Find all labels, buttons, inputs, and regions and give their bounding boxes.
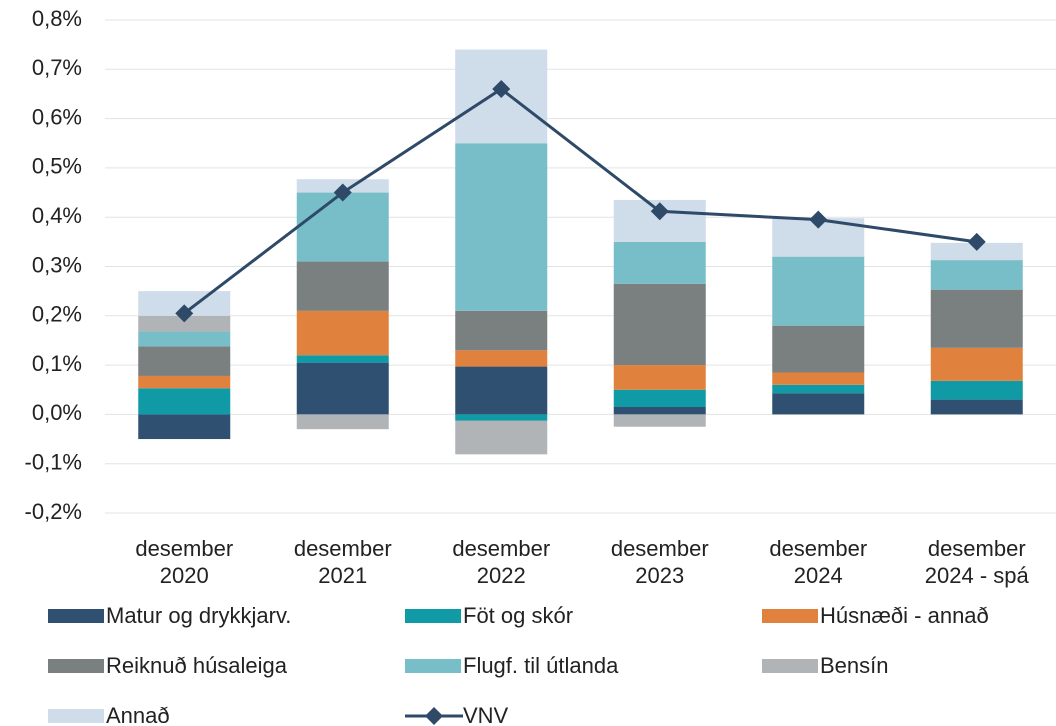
legend-swatch: [762, 609, 818, 623]
legend-line: [405, 707, 463, 725]
legend-label: Húsnæði - annað: [820, 603, 989, 628]
bar-segment: [930, 242, 1023, 261]
bar-segment: [772, 393, 865, 415]
legend-swatch: [405, 609, 461, 623]
bar-segment: [455, 350, 548, 367]
bar-segment: [613, 389, 706, 408]
bar-segment: [138, 331, 231, 347]
bar-segment: [138, 375, 231, 389]
bar-segment: [296, 355, 389, 363]
bar-segment: [930, 380, 1023, 400]
legend-label: Reiknuð húsaleiga: [106, 653, 288, 678]
legend-item: Húsnæði - annað: [762, 603, 989, 629]
legend-swatch: [405, 659, 461, 673]
legend-swatch: [762, 659, 818, 673]
legend-item: Flugf. til útlanda: [405, 653, 618, 679]
bar-segment: [296, 261, 389, 311]
bar-segment: [296, 414, 389, 430]
legend-label: Föt og skór: [463, 603, 574, 628]
legend-label: Matur og drykkjarv.: [106, 603, 292, 628]
legend-item: Annað: [48, 703, 170, 726]
bar-segment: [138, 346, 231, 376]
legend-label: Bensín: [820, 653, 889, 678]
bar-segment: [772, 372, 865, 385]
y-tick-label: 0,6%: [32, 104, 82, 129]
bar-segment: [930, 347, 1023, 381]
legend-item: Föt og skór: [405, 603, 573, 629]
x-tick-label: desember 2024 - spá: [924, 536, 1029, 588]
bar-segment: [138, 315, 231, 332]
bar-segment: [455, 414, 548, 421]
x-tick-label: desember 2022: [452, 536, 551, 588]
x-tick-label: desember 2020: [135, 536, 234, 588]
legend-item: Reiknuð húsaleiga: [48, 653, 287, 679]
legend-item: VNV: [405, 703, 508, 726]
bar-segment: [930, 399, 1023, 415]
line-marker: [650, 202, 669, 221]
bar-segment: [613, 414, 706, 427]
y-tick-label: 0,0%: [32, 400, 82, 425]
y-tick-label: 0,4%: [32, 203, 82, 228]
y-tick-label: -0,2%: [25, 499, 82, 524]
legend-swatch: [48, 709, 104, 723]
line-marker: [809, 210, 828, 229]
bar-segment: [772, 256, 865, 326]
bar-segment: [772, 384, 865, 394]
line-marker: [175, 304, 194, 323]
line-marker: [492, 80, 511, 99]
bar-segment: [613, 283, 706, 366]
bar-segment: [455, 310, 548, 351]
x-tick-label: desember 2021: [293, 536, 392, 588]
bar-segment: [455, 143, 548, 311]
bar-segment: [296, 192, 389, 262]
line-marker: [967, 232, 986, 251]
bar-segment: [930, 289, 1023, 348]
legend-swatch: [48, 659, 104, 673]
x-tick-label: desember 2023: [610, 536, 709, 588]
y-tick-label: 0,1%: [32, 351, 82, 376]
x-tick-label: desember 2024: [769, 536, 868, 588]
legend-item: Bensín: [762, 653, 889, 679]
y-tick-label: 0,3%: [32, 252, 82, 277]
y-tick-label: 0,5%: [32, 154, 82, 179]
legend-label: Annað: [106, 703, 170, 726]
bar-segment: [613, 241, 706, 284]
bar-segment: [613, 365, 706, 390]
legend-marker: [425, 707, 443, 725]
bar-segment: [930, 260, 1023, 290]
bar-segment: [296, 310, 389, 356]
bar-segment: [772, 325, 865, 373]
line-series: [183, 87, 977, 315]
legend-swatch: [48, 609, 104, 623]
bar-segment: [296, 362, 389, 415]
legend-label: VNV: [463, 703, 509, 726]
y-tick-label: 0,2%: [32, 302, 82, 327]
y-tick-label: -0,1%: [25, 450, 82, 475]
bar-segment: [455, 366, 548, 415]
bar-segment: [455, 420, 548, 455]
bar-segment: [138, 414, 231, 440]
legend-item: Matur og drykkjarv.: [48, 603, 291, 629]
y-tick-label: 0,8%: [32, 6, 82, 31]
line-marker: [333, 183, 352, 202]
bar-segment: [138, 388, 231, 415]
y-tick-label: 0,7%: [32, 55, 82, 80]
legend-label: Flugf. til útlanda: [463, 653, 619, 678]
bar-segment: [613, 407, 706, 415]
